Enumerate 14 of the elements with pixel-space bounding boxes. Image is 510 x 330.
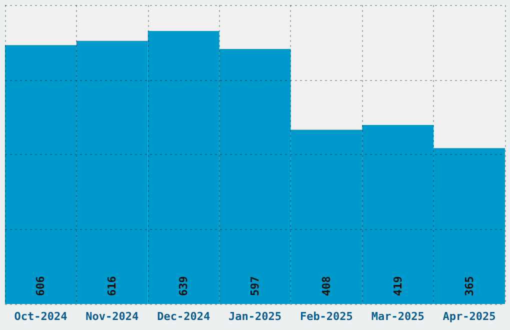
x-tick-label: Feb-2025 — [300, 310, 353, 323]
data-label: 408 — [320, 276, 333, 296]
data-label: 606 — [34, 276, 48, 296]
x-tick-label: Mar-2025 — [371, 310, 424, 323]
x-tick-label: Apr-2025 — [442, 310, 496, 323]
x-tick-label: Oct-2024 — [14, 310, 68, 323]
data-label: 616 — [106, 276, 119, 296]
x-tick-label: Jan-2025 — [228, 310, 282, 323]
data-label: 419 — [391, 276, 404, 296]
x-tick-label: Nov-2024 — [86, 310, 140, 323]
data-label: 597 — [248, 276, 262, 296]
x-tick-label: Dec-2024 — [157, 310, 210, 323]
data-label: 639 — [177, 276, 190, 296]
data-label: 365 — [462, 276, 476, 296]
